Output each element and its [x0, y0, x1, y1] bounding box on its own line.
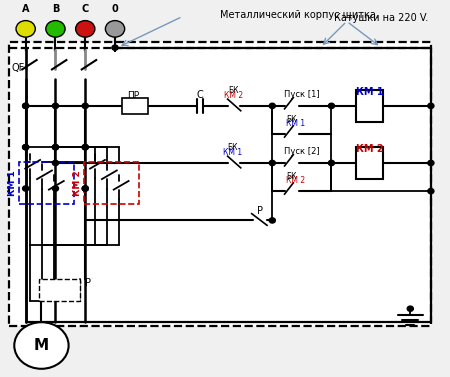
Text: ПР: ПР — [127, 91, 140, 100]
Text: КМ 1: КМ 1 — [9, 170, 18, 196]
Circle shape — [269, 103, 275, 109]
Text: БК: БК — [228, 143, 238, 152]
Circle shape — [52, 160, 58, 166]
Text: Металлический корпус щитка.: Металлический корпус щитка. — [220, 10, 378, 20]
Bar — [356, 147, 382, 179]
Text: КМ 2: КМ 2 — [356, 144, 383, 155]
Circle shape — [269, 160, 275, 166]
Circle shape — [328, 103, 334, 109]
Circle shape — [22, 144, 29, 150]
Circle shape — [82, 103, 88, 109]
Text: QF: QF — [11, 63, 24, 73]
Text: КМ 1: КМ 1 — [286, 120, 306, 129]
Text: 0: 0 — [112, 4, 118, 14]
Circle shape — [52, 103, 58, 109]
Circle shape — [82, 186, 88, 191]
Text: КМ 2: КМ 2 — [73, 170, 82, 196]
Bar — [39, 279, 80, 301]
Text: Р: Р — [85, 278, 91, 288]
Circle shape — [428, 160, 434, 166]
Circle shape — [428, 103, 434, 109]
Text: Пуск [1]: Пуск [1] — [284, 90, 320, 99]
Text: Р: Р — [257, 206, 263, 216]
Text: Пуск [2]: Пуск [2] — [284, 147, 320, 156]
Bar — [122, 98, 148, 114]
Text: A: A — [22, 4, 29, 14]
FancyBboxPatch shape — [9, 42, 431, 326]
Circle shape — [82, 186, 88, 191]
Text: КМ 1: КМ 1 — [356, 87, 383, 97]
Text: КМ 2: КМ 2 — [224, 91, 243, 100]
Circle shape — [82, 144, 88, 150]
Circle shape — [22, 103, 29, 109]
Text: КМ 2: КМ 2 — [286, 176, 306, 185]
Text: КМ 1: КМ 1 — [223, 148, 243, 157]
Text: Катушки на 220 V.: Катушки на 220 V. — [333, 12, 428, 23]
Circle shape — [52, 144, 58, 150]
Circle shape — [14, 322, 68, 369]
Circle shape — [22, 103, 29, 109]
Text: B: B — [52, 4, 59, 14]
Circle shape — [22, 144, 29, 150]
Text: БК: БК — [286, 115, 297, 124]
Text: C: C — [197, 90, 203, 100]
Circle shape — [105, 21, 125, 37]
Circle shape — [428, 188, 434, 194]
Circle shape — [269, 218, 275, 223]
Circle shape — [22, 186, 29, 191]
Text: БК: БК — [229, 86, 239, 95]
Circle shape — [82, 144, 88, 150]
Circle shape — [52, 144, 58, 150]
Circle shape — [46, 21, 65, 37]
Text: M: M — [34, 338, 49, 353]
Text: C: C — [81, 4, 89, 14]
Circle shape — [407, 306, 414, 311]
Circle shape — [328, 160, 334, 166]
Circle shape — [112, 45, 118, 50]
Text: БК: БК — [286, 172, 297, 181]
Circle shape — [52, 186, 58, 191]
Circle shape — [16, 21, 35, 37]
Circle shape — [76, 21, 95, 37]
Bar — [356, 90, 382, 122]
